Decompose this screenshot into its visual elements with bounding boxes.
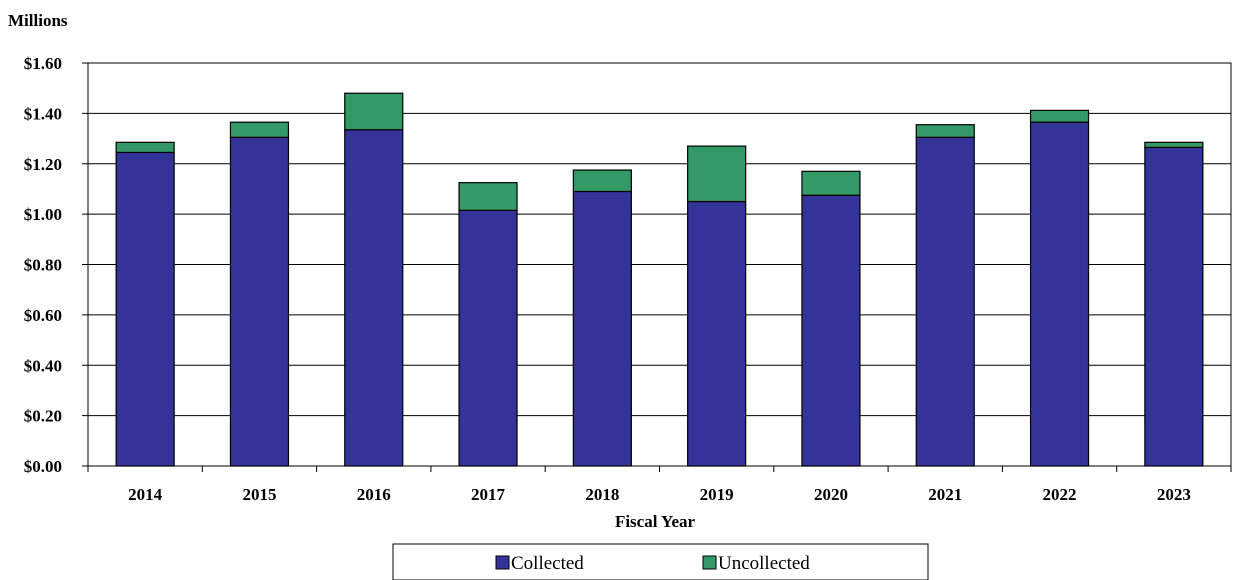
y-tick-label: $0.00 (24, 457, 62, 476)
x-tick-label: 2016 (357, 485, 391, 504)
bar-uncollected-2015 (229, 121, 290, 138)
x-tick-label: 2019 (700, 485, 734, 504)
x-tick-label: 2023 (1157, 485, 1191, 504)
x-tick-label: 2022 (1043, 485, 1077, 504)
axes (82, 62, 1232, 472)
y-tick-labels: $0.00 $0.20 $0.40 $0.60 $0.80 $1.00 $1.20 $1.40… (24, 54, 62, 476)
y-tick-label: $0.20 (24, 407, 62, 426)
y-tick-label: $0.60 (24, 306, 62, 325)
bar-uncollected-2018 (572, 169, 632, 193)
x-tick-label: 2017 (471, 485, 506, 504)
x-tick-labels: 2014 2015 2016 2017 2018 2019 2020 2021 2022 2023 (128, 485, 1191, 504)
bar-uncollected-2020 (801, 170, 861, 196)
bar-uncollected-2021 (915, 124, 975, 138)
bar-collected-2020 (801, 194, 861, 467)
bar-collected-2017 (458, 209, 518, 467)
y-tick-label: $0.40 (24, 356, 62, 375)
bar-collected-2022 (1029, 121, 1090, 467)
bar-collected-2018 (572, 190, 632, 467)
bar-uncollected-2016 (344, 92, 404, 131)
bar-collected-2019 (687, 200, 747, 467)
y-tick-label: $1.40 (24, 104, 62, 123)
x-tick-label: 2020 (814, 485, 848, 504)
bar-collected-2016 (344, 129, 404, 467)
bar-uncollected-2014 (115, 141, 175, 154)
x-tick-label: 2021 (928, 485, 962, 504)
bar-uncollected-2022 (1029, 109, 1090, 123)
x-axis-title: Fiscal Year (615, 512, 696, 531)
legend-swatch-uncollected (702, 555, 717, 570)
y-tick-label: $0.80 (24, 256, 62, 275)
x-tick-label: 2014 (128, 485, 163, 504)
legend-label-collected: Collected (511, 553, 584, 574)
bars (115, 92, 1204, 467)
bar-uncollected-2017 (458, 182, 518, 211)
x-tick-label: 2018 (585, 485, 619, 504)
bar-uncollected-2019 (687, 145, 747, 203)
legend-swatch-collected (495, 555, 510, 570)
y-tick-label: $1.00 (24, 205, 62, 224)
y-tick-label: $1.60 (24, 54, 62, 73)
y-axis-title: Millions (8, 11, 68, 30)
legend-label-uncollected: Uncollected (718, 553, 810, 574)
legend: Collected Uncollected (392, 543, 929, 580)
bar-collected-2021 (915, 136, 975, 467)
bar-uncollected-2023 (1144, 141, 1204, 148)
legend-frame (392, 543, 929, 580)
bar-collected-2023 (1144, 146, 1204, 467)
bar-collected-2014 (115, 151, 175, 467)
x-tick-label: 2015 (242, 485, 276, 504)
bar-collected-2015 (229, 136, 290, 467)
y-tick-label: $1.20 (24, 155, 62, 174)
